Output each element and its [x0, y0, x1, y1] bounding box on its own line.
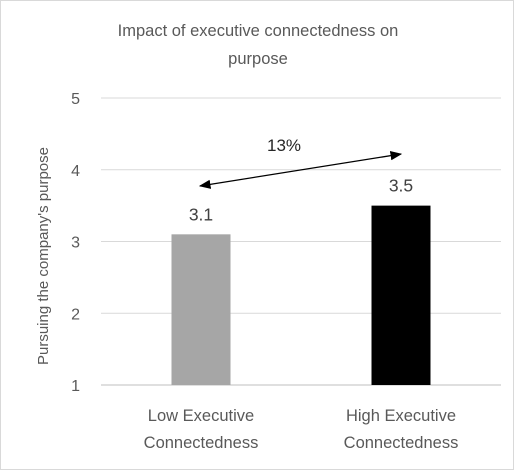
gridlines — [101, 97, 501, 386]
x-category-label: Connectedness — [344, 434, 459, 452]
data-label: 3.5 — [389, 176, 413, 196]
y-tick-label: 1 — [71, 378, 80, 395]
bars — [171, 205, 431, 385]
x-axis-category-labels: Low Executive Connectedness High Executive… — [144, 407, 459, 452]
bar-high-executive-connectedness — [371, 205, 431, 385]
x-category-label: Low Executive — [148, 407, 254, 425]
y-tick-label: 5 — [71, 91, 80, 108]
percent-change-label: 13% — [267, 136, 301, 155]
change-annotation: 13% — [198, 136, 403, 189]
double-arrow — [198, 151, 403, 189]
bar-low-executive-connectedness — [171, 234, 231, 385]
y-axis-ticks: 1 2 3 4 5 — [71, 91, 80, 395]
chart-title-line-2: purpose — [228, 50, 288, 68]
y-tick-label: 3 — [71, 235, 80, 252]
y-tick-label: 4 — [71, 163, 80, 180]
y-axis-title: Pursuing the company's purpose — [35, 147, 52, 365]
chart-title-line-1: Impact of executive connectedness on — [118, 22, 399, 40]
x-category-label: High Executive — [346, 407, 456, 425]
data-label: 3.1 — [189, 204, 213, 224]
y-tick-label: 2 — [71, 306, 80, 323]
x-category-label: Connectedness — [144, 434, 259, 452]
